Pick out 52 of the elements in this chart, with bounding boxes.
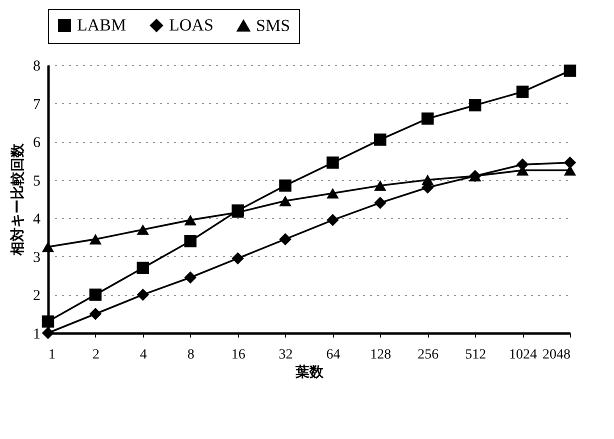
point bbox=[279, 196, 292, 206]
point bbox=[326, 188, 339, 199]
x-tick-label: 64 bbox=[326, 348, 340, 362]
point bbox=[136, 224, 150, 235]
point bbox=[326, 156, 339, 169]
x-tick-label: 1024 bbox=[509, 348, 538, 362]
x-tick-label: 32 bbox=[278, 348, 293, 362]
x-axis-title: 葉数 bbox=[294, 364, 324, 380]
y-tick-label: 7 bbox=[33, 96, 41, 113]
point bbox=[422, 112, 434, 125]
point bbox=[89, 288, 102, 301]
point bbox=[184, 234, 196, 248]
y-tick-label: 6 bbox=[33, 135, 41, 152]
point bbox=[326, 214, 339, 226]
point bbox=[89, 234, 102, 245]
point bbox=[374, 196, 386, 209]
x-tick-label: 4 bbox=[140, 348, 147, 362]
point bbox=[42, 242, 54, 252]
point bbox=[184, 214, 196, 226]
point bbox=[279, 233, 292, 246]
point bbox=[468, 99, 482, 112]
point bbox=[136, 262, 150, 274]
point bbox=[42, 315, 54, 328]
point bbox=[184, 271, 196, 284]
x-tick-label: 128 bbox=[370, 348, 392, 362]
point bbox=[564, 64, 576, 77]
x-tick-label: 16 bbox=[231, 348, 246, 362]
x-tick-label: 2048 bbox=[542, 348, 570, 362]
point bbox=[232, 252, 244, 264]
point bbox=[516, 86, 529, 98]
point bbox=[374, 134, 386, 146]
y-tick-label: 3 bbox=[33, 250, 40, 266]
y-tick-label: 4 bbox=[33, 212, 41, 228]
legend-label: SMS bbox=[256, 16, 290, 35]
x-tick-label: 1 bbox=[48, 348, 56, 362]
y-tick-label: 8 bbox=[33, 58, 40, 74]
legend-label: LOAS bbox=[169, 16, 214, 35]
point bbox=[374, 180, 386, 191]
point bbox=[89, 308, 102, 320]
x-tick-label: 256 bbox=[418, 348, 439, 362]
legend-label: LABM bbox=[77, 16, 126, 35]
point bbox=[136, 288, 150, 301]
point bbox=[42, 326, 54, 340]
y-tick-label: 2 bbox=[33, 288, 40, 304]
y-tick-label: 1 bbox=[33, 326, 40, 342]
point bbox=[279, 179, 292, 192]
x-tick-label: 2 bbox=[92, 348, 100, 362]
point bbox=[422, 174, 434, 186]
x-tick-label: 512 bbox=[465, 348, 486, 362]
x-tick-label: 8 bbox=[187, 348, 194, 362]
y-axis-title: 相対キー比較回数 bbox=[9, 142, 26, 256]
y-tick-label: 5 bbox=[33, 173, 40, 190]
